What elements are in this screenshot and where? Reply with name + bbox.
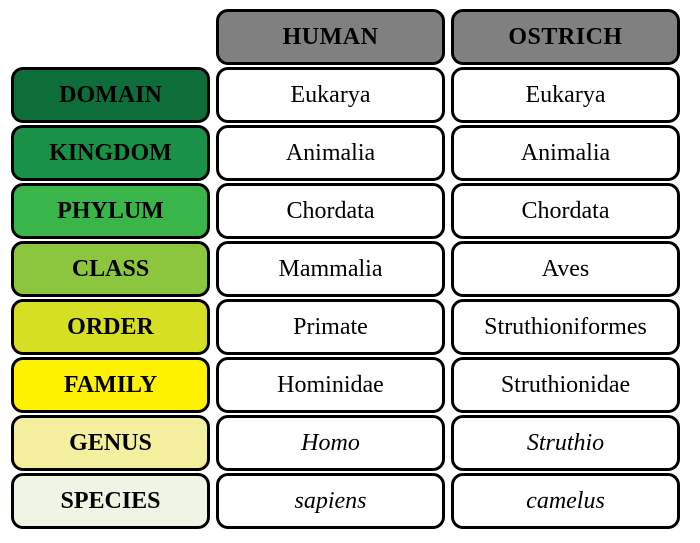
cell-human-class: Mammalia [216,241,445,297]
cell-ostrich-genus: Struthio [451,415,680,471]
cell-ostrich-phylum: Chordata [451,183,680,239]
cell-ostrich-order: Struthioniformes [451,299,680,355]
cell-human-genus: Homo [216,415,445,471]
rank-label-order: ORDER [11,299,210,355]
cell-ostrich-class: Aves [451,241,680,297]
column-header-0: HUMAN [216,9,445,65]
rank-label-kingdom: KINGDOM [11,125,210,181]
cell-ostrich-domain: Eukarya [451,67,680,123]
rank-label-domain: DOMAIN [11,67,210,123]
rank-label-class: CLASS [11,241,210,297]
rank-label-family: FAMILY [11,357,210,413]
cell-ostrich-species: camelus [451,473,680,529]
rank-label-phylum: PHYLUM [11,183,210,239]
cell-human-order: Primate [216,299,445,355]
blank-corner [11,9,210,65]
cell-human-domain: Eukarya [216,67,445,123]
rank-label-genus: GENUS [11,415,210,471]
cell-ostrich-kingdom: Animalia [451,125,680,181]
cell-human-phylum: Chordata [216,183,445,239]
column-header-1: OSTRICH [451,9,680,65]
rank-label-species: SPECIES [11,473,210,529]
cell-ostrich-family: Struthionidae [451,357,680,413]
taxonomy-table: HUMANOSTRICHDOMAINEukaryaEukaryaKINGDOMA… [8,8,688,530]
cell-human-family: Hominidae [216,357,445,413]
cell-human-kingdom: Animalia [216,125,445,181]
cell-human-species: sapiens [216,473,445,529]
